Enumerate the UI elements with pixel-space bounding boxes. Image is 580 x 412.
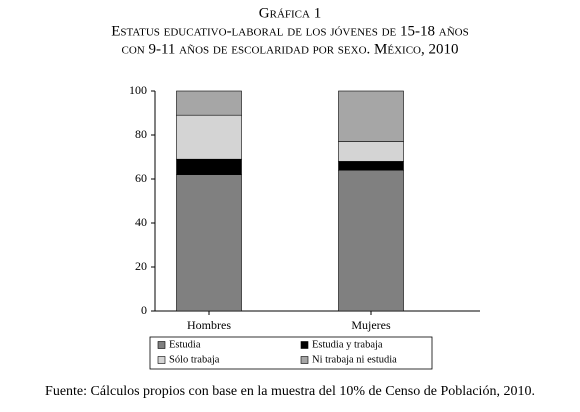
y-tick-label: 20	[135, 259, 147, 273]
x-tick-label: Mujeres	[351, 318, 391, 332]
y-tick-label: 100	[129, 83, 147, 97]
chart-subtitle: con 9-11 años de escolaridad por sexo. M…	[122, 41, 459, 57]
legend-swatch	[300, 341, 309, 349]
legend-box	[149, 336, 433, 370]
y-tick-label: 60	[135, 171, 147, 185]
legend-label: Sólo trabaja	[169, 354, 220, 365]
bar-segment	[176, 174, 242, 312]
x-tick-label: Hombres	[187, 318, 231, 332]
y-tick-label: 40	[135, 215, 147, 229]
legend-swatch	[300, 356, 309, 364]
legend-label: Estudia y trabaja	[312, 339, 383, 350]
y-tick-label: 80	[135, 127, 147, 141]
legend-label: Estudia	[169, 339, 201, 350]
bar-segment	[338, 141, 404, 162]
y-tick-label: 0	[141, 303, 147, 317]
bar-segment	[176, 158, 242, 175]
chart-title: Gráfica 1	[259, 5, 321, 21]
bar-segment	[176, 90, 242, 116]
legend-label: Ni trabaja ni estudia	[312, 354, 397, 365]
legend-swatch	[157, 356, 166, 364]
bar-segment	[338, 161, 404, 171]
bar-segment	[338, 90, 404, 142]
source-note: Fuente: Cálculos propios con base en la …	[45, 384, 535, 399]
bar-segment	[338, 169, 404, 312]
chart-subtitle: Estatus educativo-laboral de los jóvenes…	[111, 23, 468, 39]
legend-swatch	[157, 341, 166, 349]
bar-segment	[176, 114, 242, 160]
